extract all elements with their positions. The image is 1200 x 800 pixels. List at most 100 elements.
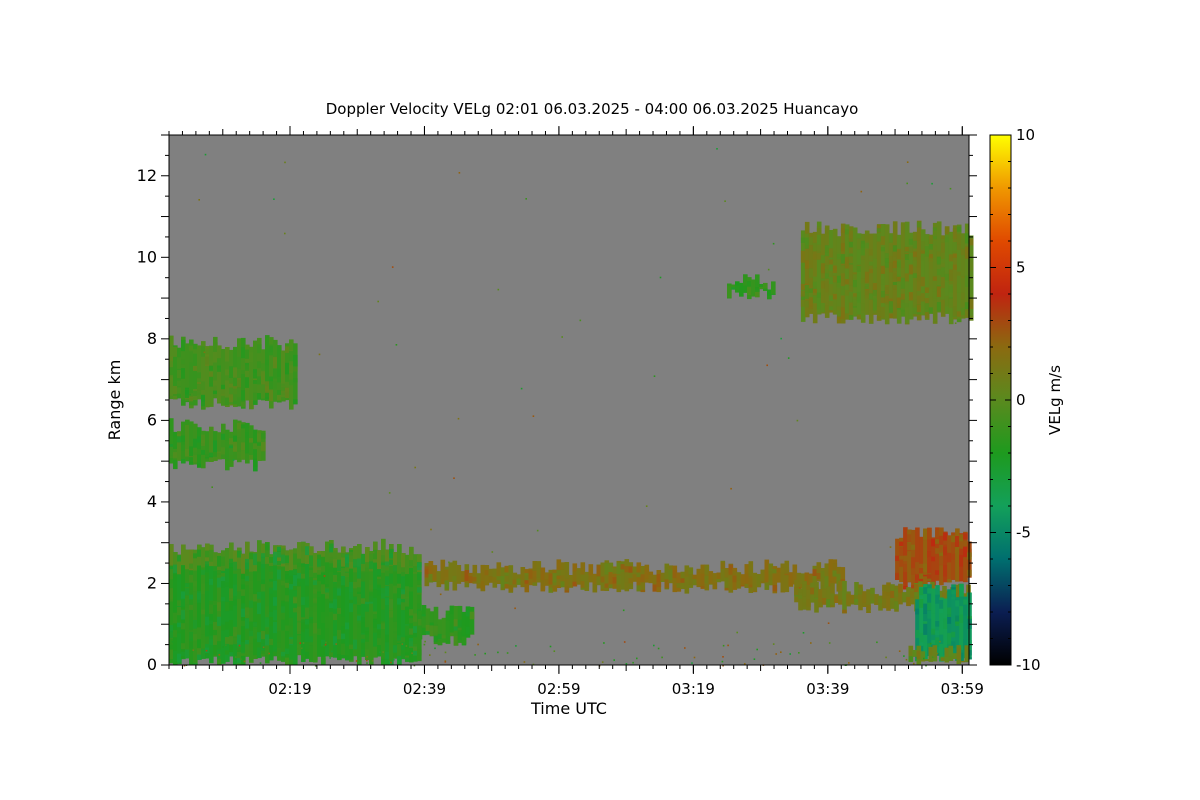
echo-cell (173, 612, 178, 624)
echo-cell (381, 565, 386, 573)
echo-cell (265, 619, 270, 628)
echo-cell (808, 574, 814, 586)
echo-cell (345, 552, 350, 661)
echo-cell (927, 588, 932, 594)
echo-cell (253, 626, 258, 639)
echo-cell (249, 346, 254, 410)
echo-cell (920, 248, 926, 254)
echo-cell (189, 339, 194, 409)
echo-cell (832, 265, 838, 271)
noise-pixel (532, 415, 535, 417)
echo-cell (892, 260, 898, 268)
echo-cell (956, 242, 962, 250)
echo-cell (902, 597, 907, 603)
echo-cell (453, 626, 459, 631)
echo-cell (357, 602, 362, 615)
colorbar-tick-label: -10 (1016, 656, 1041, 674)
echo-cell (584, 580, 590, 587)
echo-cell (820, 233, 826, 314)
echo-cell (928, 648, 934, 656)
echo-cell (844, 289, 850, 296)
echo-cell (880, 247, 886, 252)
x-tick-label: 02:19 (268, 680, 311, 698)
echo-cell (401, 567, 406, 577)
x-tick-label: 02:39 (403, 680, 446, 698)
echo-cell (293, 553, 298, 565)
noise-pixel (218, 654, 221, 656)
echo-cell (568, 583, 574, 588)
echo-cell (313, 602, 318, 612)
echo-cell (959, 652, 964, 662)
echo-cell (181, 435, 186, 445)
x-tick-label: 03:19 (672, 680, 715, 698)
echo-cell (936, 286, 942, 297)
echo-cell (245, 541, 250, 657)
noise-pixel (936, 652, 939, 655)
echo-cell (269, 612, 274, 618)
echo-cell (480, 564, 486, 592)
echo-cell (265, 634, 270, 646)
echo-cell (960, 292, 966, 300)
echo-cell (249, 580, 254, 592)
echo-cell (919, 632, 924, 643)
echo-cell (772, 569, 778, 574)
echo-cell (193, 610, 198, 620)
echo-cell (908, 311, 914, 316)
echo-cell (735, 285, 740, 293)
echo-cell (911, 585, 916, 589)
echo-cell (237, 550, 242, 558)
echo-cell (169, 544, 174, 664)
echo-cell (289, 575, 294, 586)
echo-cell (237, 420, 242, 463)
echo-cell (281, 619, 286, 631)
echo-cell (185, 401, 190, 402)
echo-cell (253, 553, 258, 566)
echo-cell (812, 242, 818, 255)
echo-cell (862, 591, 867, 607)
echo-cell (932, 240, 938, 246)
echo-cell (780, 591, 786, 593)
echo-cell (460, 571, 466, 582)
echo-cell (948, 645, 954, 661)
echo-cell (826, 586, 831, 608)
echo-cell (576, 568, 582, 585)
echo-cell (616, 562, 622, 574)
echo-cell (257, 393, 262, 400)
echo-cell (433, 631, 439, 643)
echo-cell (369, 591, 374, 602)
echo-cell (923, 587, 928, 594)
echo-cell (956, 271, 962, 276)
echo-cell (660, 572, 666, 582)
echo-cell (213, 440, 218, 453)
echo-cell (189, 345, 194, 352)
echo-cell (556, 570, 562, 576)
echo-cell (826, 599, 831, 608)
echo-cell (724, 587, 730, 591)
echo-cell (397, 562, 402, 573)
echo-cell (349, 659, 354, 662)
noise-pixel (903, 655, 905, 657)
echo-cell (381, 538, 386, 562)
echo-cell (912, 299, 918, 308)
echo-cell (257, 433, 262, 443)
echo-cell (185, 649, 190, 659)
echo-cell (900, 293, 906, 303)
echo-cell (956, 318, 962, 323)
echo-cell (229, 598, 234, 606)
echo-cell (935, 621, 940, 627)
echo-cell (964, 275, 970, 287)
echo-cell (808, 288, 814, 293)
echo-cell (245, 558, 250, 570)
echo-cell (185, 343, 190, 403)
echo-cell (911, 544, 916, 550)
echo-cell (465, 606, 471, 638)
echo-cell (217, 451, 222, 460)
echo-cell (854, 582, 859, 605)
echo-cell (600, 589, 606, 591)
echo-cell (880, 279, 886, 285)
echo-cell (886, 585, 891, 593)
noise-pixel (366, 656, 368, 658)
echo-cell (842, 580, 847, 614)
echo-cell (305, 546, 310, 556)
echo-cell (241, 451, 246, 460)
